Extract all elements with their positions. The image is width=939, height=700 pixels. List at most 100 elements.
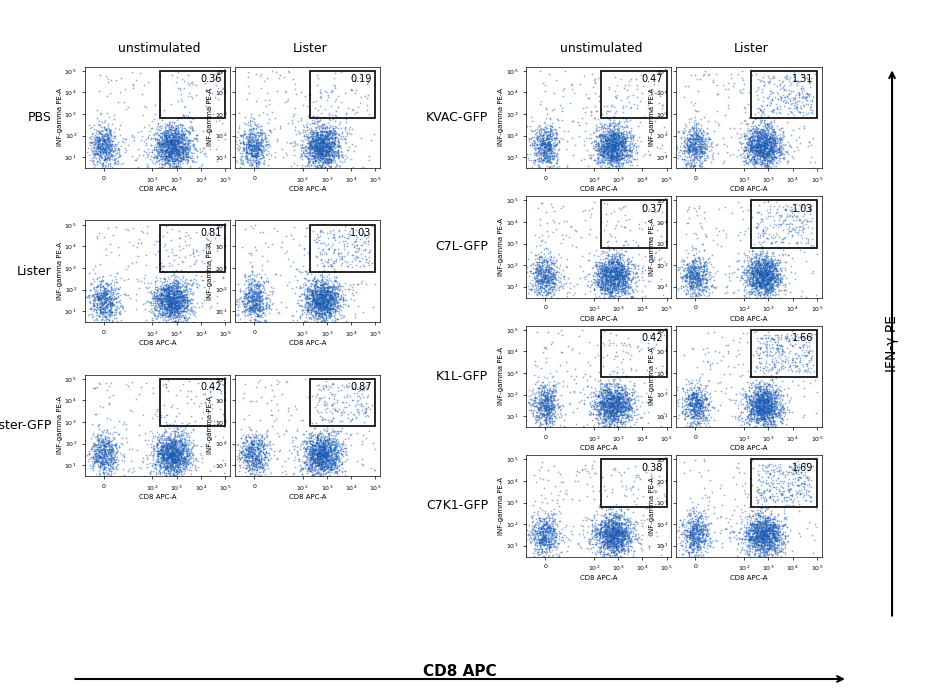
Point (159, 382, 174, 393)
Point (309, 279, 324, 290)
Point (764, 382, 779, 393)
Point (758, 528, 773, 539)
Point (330, 433, 345, 444)
Point (310, 131, 325, 142)
Point (760, 484, 775, 495)
Point (100, 150, 115, 161)
Point (237, 447, 252, 458)
Point (91, 85, 106, 96)
Point (540, 393, 555, 404)
Point (764, 123, 779, 134)
Point (624, 144, 639, 155)
Point (154, 430, 169, 442)
Point (761, 395, 776, 406)
Point (559, 531, 574, 542)
Point (254, 434, 269, 445)
Point (613, 142, 628, 153)
Point (535, 132, 550, 144)
Point (753, 248, 768, 259)
Point (767, 551, 782, 562)
Point (526, 281, 541, 292)
Point (609, 397, 624, 408)
Point (599, 274, 614, 286)
Point (619, 215, 634, 226)
Point (175, 286, 190, 297)
Point (555, 90, 570, 101)
Point (109, 74, 124, 85)
Point (328, 323, 343, 335)
Point (163, 139, 178, 150)
Point (762, 267, 777, 278)
Point (769, 482, 784, 493)
Point (760, 402, 775, 414)
Point (162, 452, 177, 463)
Point (135, 109, 150, 120)
Point (635, 529, 650, 540)
Point (616, 410, 631, 421)
Point (94, 132, 109, 143)
Point (606, 134, 621, 146)
Point (595, 526, 610, 538)
Point (338, 466, 353, 477)
Point (155, 276, 170, 288)
Point (603, 269, 618, 280)
Point (793, 83, 808, 94)
Point (745, 265, 760, 276)
Point (756, 394, 771, 405)
Point (167, 139, 182, 150)
Point (322, 311, 337, 322)
Point (756, 407, 771, 418)
Point (620, 139, 635, 150)
Point (98, 307, 113, 318)
Point (209, 241, 224, 252)
Point (132, 419, 147, 430)
Point (678, 268, 693, 279)
Point (687, 405, 702, 416)
Point (771, 407, 786, 418)
Point (677, 274, 692, 286)
Point (749, 138, 764, 149)
Point (747, 545, 762, 556)
Point (534, 385, 549, 396)
Point (171, 454, 186, 465)
Point (684, 167, 699, 178)
Point (315, 150, 330, 161)
Point (296, 442, 311, 454)
Point (249, 454, 264, 466)
Point (757, 386, 772, 398)
Point (255, 135, 270, 146)
Point (794, 477, 809, 489)
Point (742, 393, 757, 405)
Point (237, 309, 252, 320)
Point (97, 130, 112, 141)
Point (623, 536, 638, 547)
Point (777, 511, 792, 522)
Point (112, 307, 127, 318)
Point (745, 146, 760, 158)
Point (765, 385, 780, 396)
Point (325, 290, 340, 301)
Point (165, 307, 180, 318)
Point (749, 154, 764, 165)
Point (534, 407, 549, 419)
Point (534, 281, 549, 292)
Point (312, 428, 327, 439)
Point (101, 140, 116, 151)
Point (756, 526, 771, 537)
Point (301, 293, 316, 304)
Point (316, 381, 331, 392)
Point (600, 253, 615, 264)
Point (281, 253, 296, 265)
Point (254, 293, 269, 304)
Point (742, 112, 757, 123)
Point (294, 288, 309, 300)
Point (154, 312, 169, 323)
Point (688, 419, 703, 430)
Point (544, 407, 559, 419)
Point (752, 406, 767, 417)
Point (772, 273, 787, 284)
Point (585, 526, 600, 537)
Point (317, 294, 332, 305)
Point (320, 158, 335, 169)
Point (258, 293, 273, 304)
